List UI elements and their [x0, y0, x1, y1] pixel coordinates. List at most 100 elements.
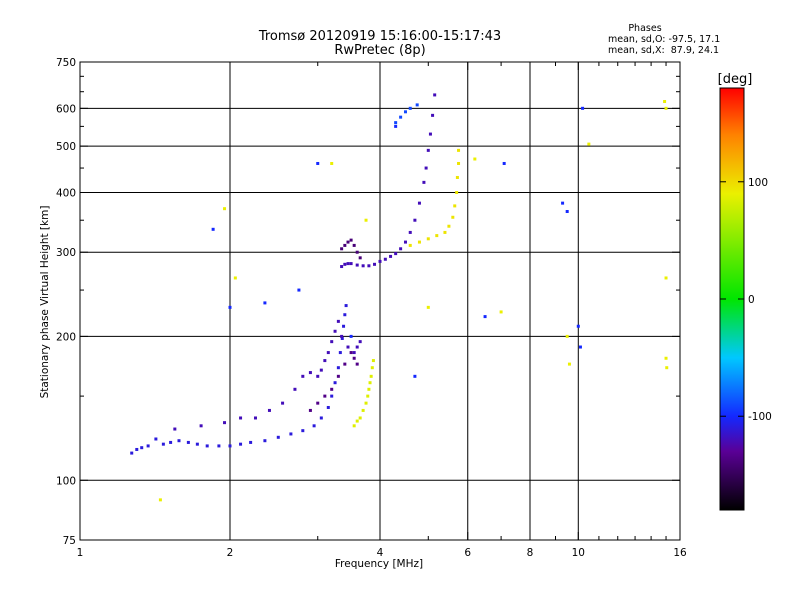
- data-point: [349, 334, 353, 338]
- data-points: [130, 93, 669, 502]
- data-point: [158, 498, 162, 502]
- data-point: [664, 276, 668, 280]
- data-point: [195, 442, 199, 446]
- data-point: [364, 218, 368, 222]
- data-point: [135, 447, 139, 451]
- trace-e-region-x: [352, 359, 375, 428]
- data-point: [417, 240, 421, 244]
- data-point: [355, 345, 359, 349]
- y-tick-label: 500: [56, 141, 76, 153]
- colorbar-tick-label: -100: [748, 411, 772, 423]
- y-tick-label: 400: [56, 187, 76, 199]
- data-point: [205, 444, 209, 448]
- data-point: [217, 444, 221, 448]
- y-tick-label: 750: [56, 57, 76, 69]
- data-point: [567, 362, 571, 366]
- data-point: [483, 315, 487, 319]
- data-point: [293, 387, 297, 391]
- data-point: [330, 161, 334, 165]
- data-point: [316, 374, 320, 378]
- data-point: [228, 305, 232, 309]
- data-point: [308, 371, 312, 375]
- y-tick-label: 300: [56, 247, 76, 259]
- data-point: [587, 142, 591, 146]
- axes: 1 2 4 6 8 10 16 75 100 200 300 400 500 600 750: [56, 57, 687, 559]
- data-point: [389, 254, 393, 258]
- data-point: [394, 124, 398, 128]
- data-point: [343, 262, 347, 266]
- data-point: [368, 381, 372, 385]
- data-point: [316, 161, 320, 165]
- trace-e-region-o-upper: [173, 319, 362, 431]
- data-point: [343, 362, 347, 366]
- data-point: [433, 93, 437, 97]
- data-point: [301, 429, 305, 433]
- data-point: [355, 362, 359, 366]
- data-point: [319, 416, 323, 420]
- data-point: [253, 416, 257, 420]
- data-point: [161, 442, 165, 446]
- data-point: [408, 230, 412, 234]
- data-point: [408, 106, 412, 110]
- data-point: [455, 190, 459, 194]
- y-tick-label: 100: [56, 475, 76, 487]
- data-point: [473, 157, 477, 161]
- data-point: [308, 408, 312, 412]
- data-point: [399, 115, 403, 119]
- data-point: [499, 310, 503, 314]
- trace-e-region-inner: [308, 351, 359, 412]
- x-tick-label: 8: [527, 547, 534, 559]
- data-point: [361, 264, 365, 268]
- data-point: [373, 262, 377, 266]
- data-point: [426, 237, 430, 241]
- data-point: [581, 106, 585, 110]
- data-point: [413, 218, 417, 222]
- data-point: [297, 288, 301, 292]
- x-tick-label: 10: [572, 547, 585, 559]
- data-point: [443, 230, 447, 234]
- x-tick-label: 16: [673, 547, 687, 559]
- data-point: [403, 110, 407, 114]
- trace-e-region-o: [130, 304, 348, 455]
- data-point: [408, 243, 412, 247]
- data-point: [289, 432, 293, 436]
- data-point: [330, 387, 334, 391]
- stats-heading: Phases: [628, 23, 661, 34]
- x-tick-label: 4: [377, 547, 384, 559]
- data-point: [457, 148, 461, 152]
- data-point: [223, 207, 227, 211]
- data-point: [455, 175, 459, 179]
- data-point: [323, 359, 327, 363]
- data-point: [140, 446, 144, 450]
- data-point: [422, 180, 426, 184]
- chart-title: Tromsø 20120919 15:16:00-15:17:43: [258, 29, 501, 44]
- data-point: [186, 440, 190, 444]
- data-point: [228, 444, 232, 448]
- data-point: [346, 240, 350, 244]
- data-point: [371, 359, 375, 363]
- data-point: [664, 356, 668, 360]
- data-point: [352, 351, 356, 355]
- data-point: [338, 351, 342, 355]
- y-tick-label: 200: [56, 331, 76, 343]
- colorbar-tick-label: 100: [748, 177, 768, 189]
- data-point: [169, 440, 173, 444]
- data-point: [336, 319, 340, 323]
- data-point: [355, 263, 359, 267]
- data-point: [349, 262, 353, 266]
- data-point: [154, 437, 158, 441]
- x-tick-label: 6: [464, 547, 471, 559]
- chart-subtitle: RwPretec (8p): [334, 43, 425, 58]
- data-point: [336, 374, 340, 378]
- data-point: [578, 345, 582, 349]
- data-point: [453, 204, 457, 208]
- data-point: [233, 276, 237, 280]
- data-point: [369, 374, 373, 378]
- data-point: [431, 113, 435, 117]
- data-point: [665, 366, 669, 370]
- data-point: [343, 313, 347, 317]
- x-axis-label: Frequency [MHz]: [335, 558, 423, 570]
- data-point: [366, 394, 370, 398]
- data-point: [326, 405, 330, 409]
- grid-lines: [80, 62, 680, 540]
